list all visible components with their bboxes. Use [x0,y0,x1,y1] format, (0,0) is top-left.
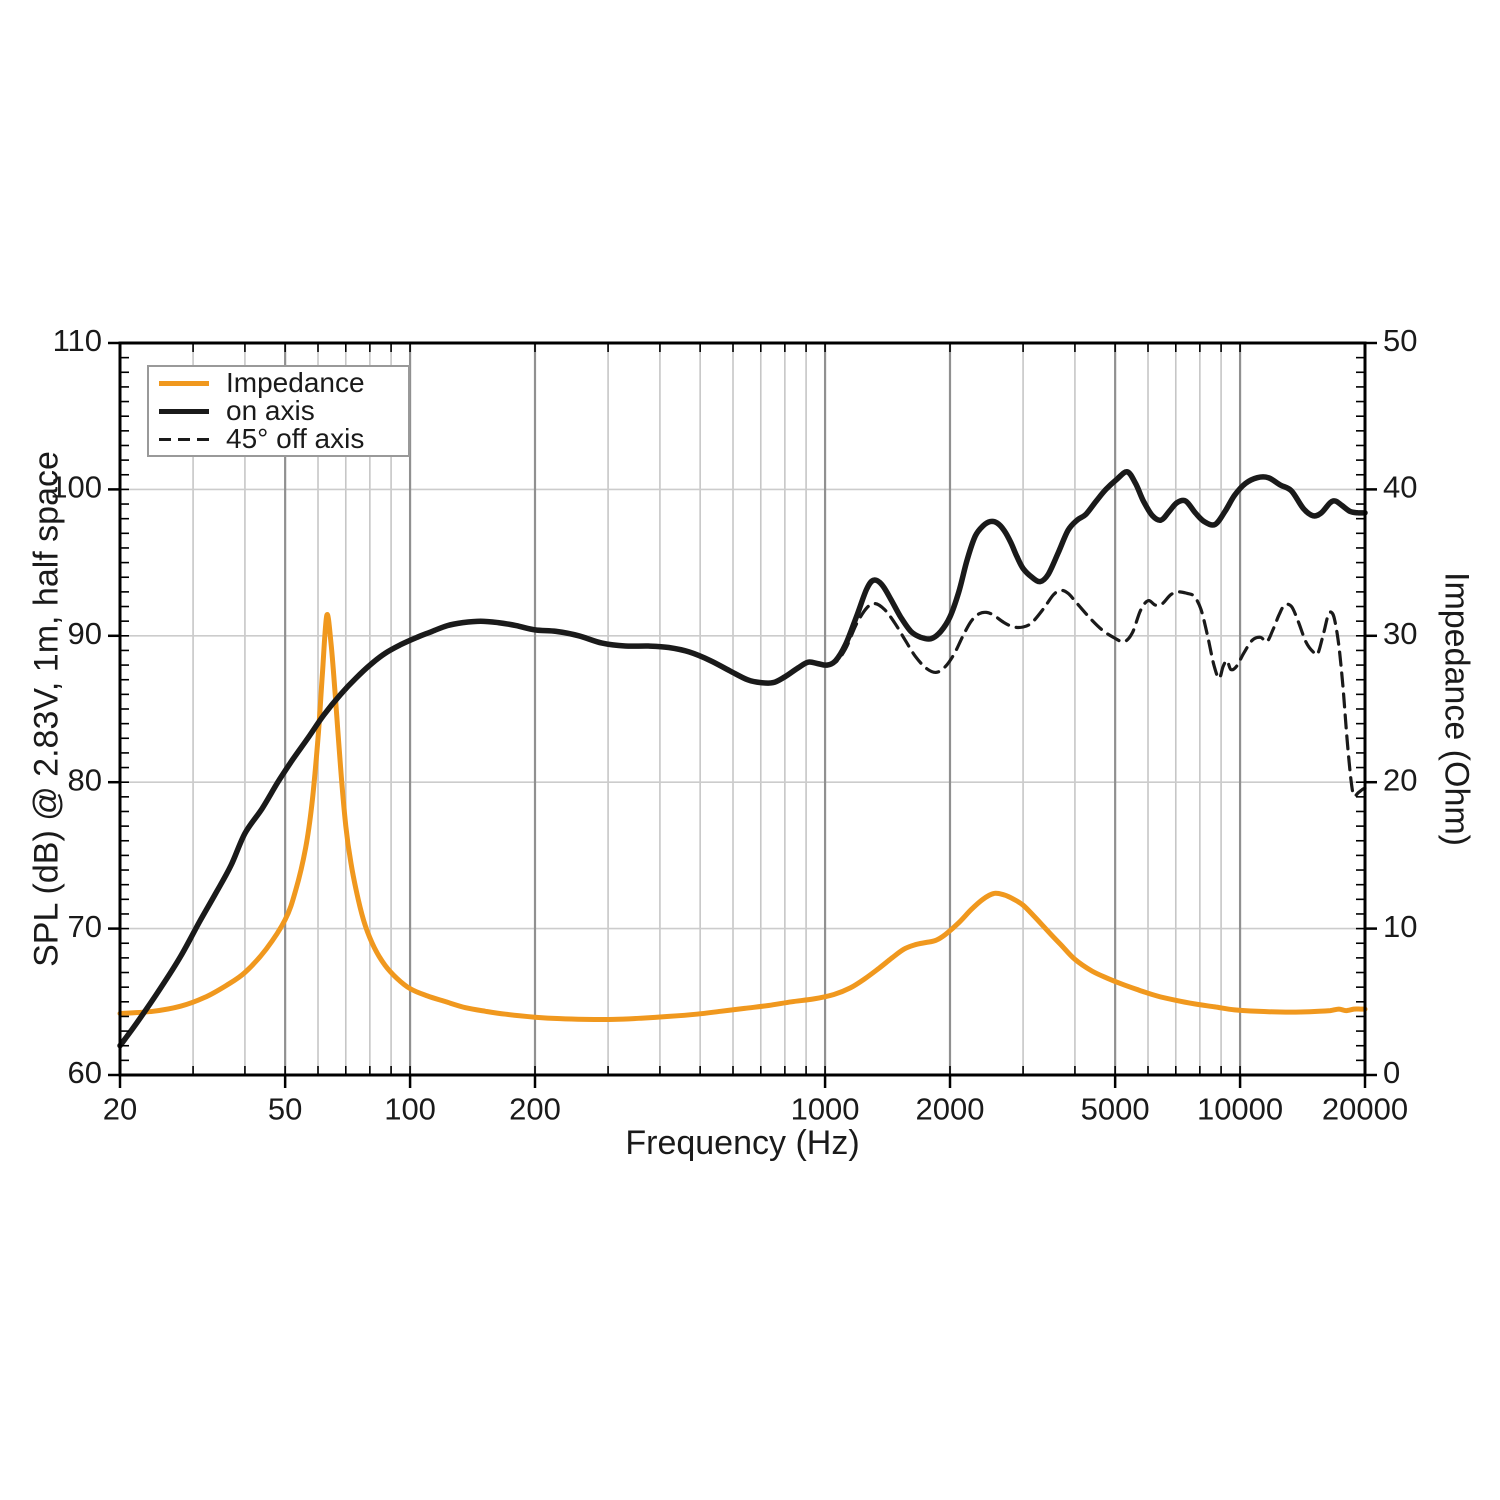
x-tick-label: 5000 [1081,1091,1150,1126]
off-axis-line-swatch [159,437,209,441]
x-tick-label: 20000 [1322,1091,1408,1126]
legend-label-impedance: Impedance [226,367,365,398]
x-tick-label: 50 [268,1091,302,1126]
y-right-tick-label: 50 [1383,323,1417,358]
series-impedance [117,612,1368,1023]
left-y-axis-title: SPL (dB) @ 2.83V, 1m, half space [27,451,66,967]
impedance-line-swatch [159,380,209,386]
y-right-tick-label: 10 [1383,909,1417,944]
right-y-axis-title: Impedance (Ohm) [1437,572,1476,846]
y-right-tick-label: 30 [1383,616,1417,651]
y-left-tick-label: 60 [68,1055,102,1090]
x-axis-title: Frequency (Hz) [625,1124,860,1162]
y-right-tick-label: 40 [1383,470,1417,505]
y-left-tick-label: 100 [50,470,102,505]
x-tick-label: 10000 [1197,1091,1283,1126]
series-on-axis [117,469,1368,1049]
y-right-tick-label: 0 [1383,1055,1400,1090]
x-tick-label: 100 [384,1091,436,1126]
y-left-tick-label: 80 [68,762,102,797]
x-tick-label: 200 [509,1091,561,1126]
legend-item-on-axis: on axis [159,397,408,425]
x-tick-label: 1000 [791,1091,860,1126]
y-left-tick-label: 110 [53,323,102,358]
on-axis-line-swatch [159,408,209,414]
legend: Impedance on axis 45° off axis [147,365,410,457]
legend-item-off-axis: 45° off axis [159,425,408,453]
x-tick-label: 2000 [916,1091,985,1126]
y-left-tick-label: 90 [68,616,102,651]
legend-label-off-axis: 45° off axis [226,423,365,454]
legend-label-on-axis: on axis [226,395,315,426]
series-off-axis [823,588,1367,798]
y-right-tick-label: 20 [1383,762,1417,797]
legend-item-impedance: Impedance [159,369,408,397]
y-left-tick-label: 70 [68,909,102,944]
x-tick-label: 20 [103,1091,137,1126]
